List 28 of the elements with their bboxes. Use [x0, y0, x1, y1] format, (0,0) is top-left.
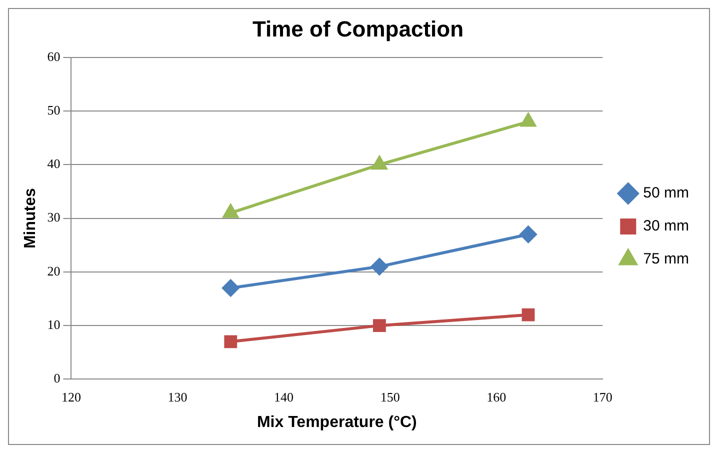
y-tick-label: 20	[47, 263, 60, 278]
y-tick-label: 0	[54, 370, 60, 386]
y-tick-label: 40	[47, 156, 60, 172]
x-axis-title: Mix Temperature (°C)	[256, 414, 417, 431]
point	[522, 308, 535, 322]
point	[223, 204, 238, 218]
legend-label: 75 mm	[643, 250, 689, 268]
x-tick-label: 120	[61, 389, 81, 404]
y-tick-label: 10	[47, 316, 60, 332]
x-tick-label: 160	[486, 389, 506, 404]
x-tick-label: 140	[274, 389, 294, 404]
y-tick-label: 30	[47, 210, 60, 225]
point	[520, 113, 536, 127]
point	[222, 280, 240, 297]
point	[520, 226, 537, 243]
legend-label: 50 mm	[643, 184, 689, 202]
point	[372, 319, 386, 332]
x-tick-label: 170	[592, 389, 612, 404]
point	[372, 156, 388, 170]
chart-title: Time of Compaction	[252, 16, 464, 42]
point	[370, 258, 388, 276]
x-tick-label: 130	[168, 389, 188, 404]
point	[224, 335, 238, 348]
x-tick-label: 150	[380, 389, 400, 404]
y-tick-label: 50	[47, 102, 60, 118]
y-tick-label: 60	[47, 48, 60, 64]
legend-label: 30 mm	[643, 218, 689, 235]
y-axis-title: Minutes	[22, 188, 40, 249]
